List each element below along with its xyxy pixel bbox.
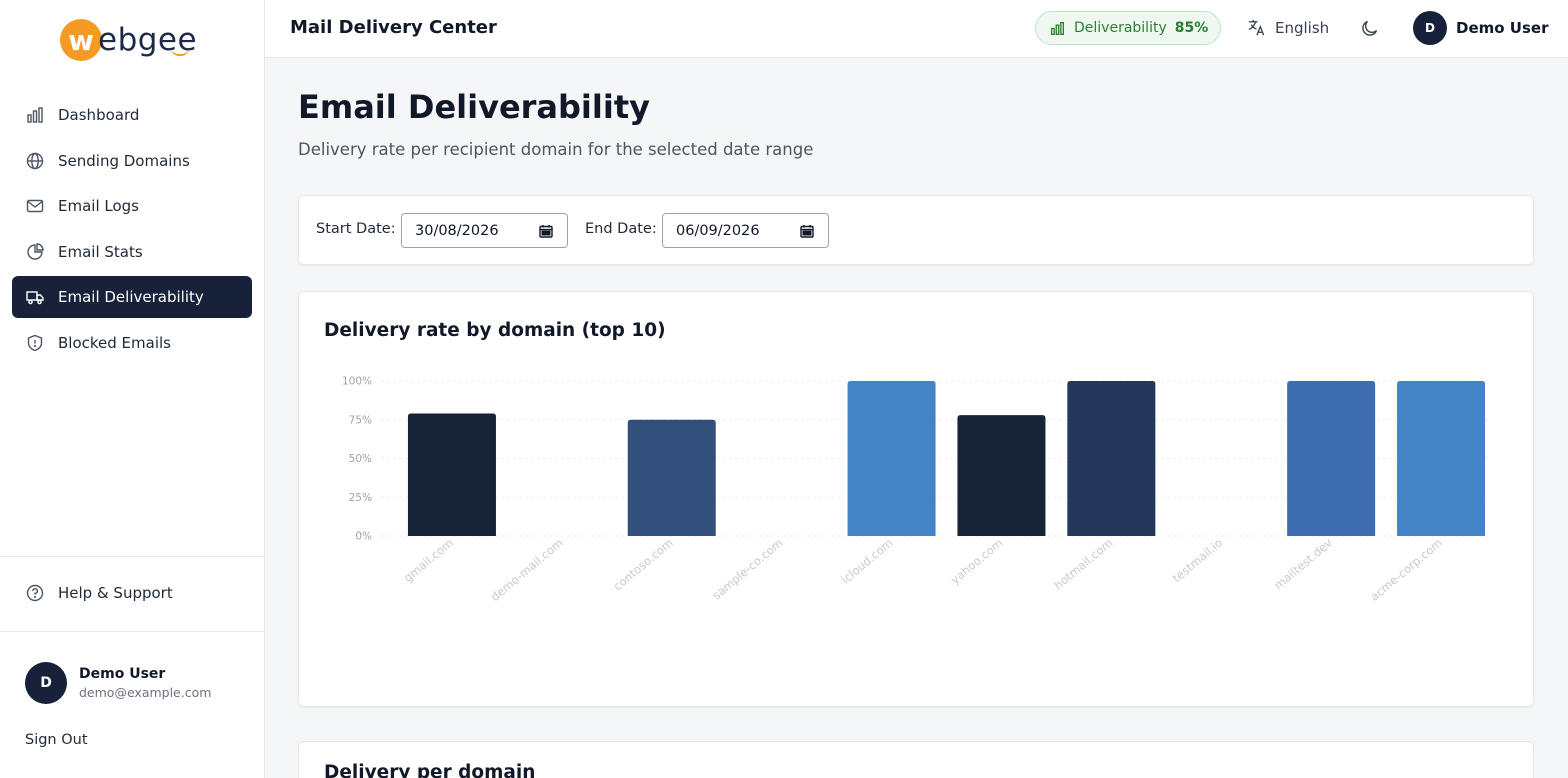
help-support-label: Help & Support [58, 584, 173, 602]
sidebar-item-sending-domains[interactable]: Sending Domains [12, 140, 252, 182]
sidebar-item-email-stats[interactable]: Email Stats [12, 231, 252, 273]
y-tick-label: 25% [349, 492, 372, 504]
deliverability-label: Deliverability [1074, 20, 1167, 36]
end-date-label: End Date: [585, 221, 657, 237]
help-support-link[interactable]: Help & Support [12, 572, 252, 614]
sidebar-item-label: Dashboard [58, 106, 140, 124]
y-tick-label: 75% [349, 414, 372, 426]
avatar: D [1413, 11, 1447, 45]
x-tick-label: contoso.com [611, 536, 676, 594]
sign-out-link[interactable]: Sign Out [25, 732, 88, 748]
header-user-menu[interactable]: D Demo User [1413, 11, 1548, 45]
sidebar-user: D Demo User demo@example.com [25, 662, 211, 704]
dark-mode-toggle[interactable] [1360, 18, 1380, 38]
logo-mark: w [60, 19, 102, 61]
moon-icon [1360, 18, 1380, 38]
x-tick-label: yahoo.com [948, 536, 1005, 587]
translate-icon [1247, 18, 1266, 37]
sidebar-item-blocked-emails[interactable]: Blocked Emails [12, 322, 252, 364]
sidebar-nav: Dashboard Sending Domains Email Logs Ema… [12, 94, 252, 368]
x-tick-label: acme-corp.com [1367, 536, 1444, 604]
sidebar-item-dashboard[interactable]: Dashboard [12, 94, 252, 136]
chart-title: Delivery rate by domain (top 10) [324, 320, 666, 341]
date-filter-card: Start Date: 30/08/2026 End Date: 06/09/2… [298, 195, 1534, 265]
shield-icon [26, 334, 44, 352]
user-email: demo@example.com [79, 685, 212, 700]
sidebar-item-email-logs[interactable]: Email Logs [12, 185, 252, 227]
chart-bar [1067, 381, 1156, 536]
pie-chart-icon [26, 243, 44, 261]
delivery-rate-bar-chart: 0% 25% 50% 75% 100% gmail.com demo-mail.com con… [342, 376, 1492, 604]
sidebar-item-label: Sending Domains [58, 151, 190, 170]
logo-text: ebgee [98, 22, 198, 58]
x-tick-label: demo-mail.com [488, 536, 566, 604]
chart-bar [1287, 381, 1376, 536]
calendar-icon[interactable] [539, 224, 553, 242]
delivery-per-domain-card: Delivery per domain [298, 741, 1534, 778]
x-tick-label: icloud.com [839, 536, 896, 587]
user-name: Demo User [79, 666, 166, 682]
globe-icon [26, 152, 44, 170]
mail-icon [26, 197, 44, 215]
bar-chart-icon [26, 106, 44, 124]
sidebar-item-label: Email Stats [58, 242, 143, 261]
delivery-rate-chart-card: Delivery rate by domain (top 10) 0% 25% 50… [298, 291, 1534, 707]
x-tick-label: mailtest.dev [1271, 535, 1335, 592]
page-subtitle: Delivery rate per recipient domain for t… [298, 140, 814, 159]
sidebar: w ebgee Dashboard Sending Domains Email … [0, 0, 265, 778]
sidebar-item-label: Blocked Emails [58, 333, 171, 352]
language-selector[interactable]: English [1247, 18, 1329, 37]
sidebar-divider [0, 556, 264, 557]
deliverability-badge[interactable]: Deliverability 85% [1035, 11, 1221, 45]
end-date-value: 06/09/2026 [676, 222, 760, 239]
end-date-input[interactable]: 06/09/2026 [662, 213, 829, 248]
chart-bar [627, 419, 716, 536]
avatar: D [25, 662, 67, 704]
y-tick-label: 100% [342, 376, 372, 388]
chart-bar [847, 381, 936, 536]
y-tick-label: 50% [349, 453, 372, 465]
start-date-value: 30/08/2026 [415, 222, 499, 239]
start-date-input[interactable]: 30/08/2026 [401, 213, 568, 248]
sidebar-item-email-deliverability[interactable]: Email Deliverability [12, 276, 252, 319]
calendar-icon[interactable] [800, 224, 814, 242]
language-label: English [1275, 18, 1330, 37]
section-title: Delivery per domain [324, 762, 536, 778]
sidebar-item-label: Email Deliverability [58, 288, 204, 307]
x-tick-label: gmail.com [401, 536, 456, 585]
webgee-logo[interactable]: w ebgee [60, 16, 197, 64]
help-circle-icon [26, 584, 44, 602]
app-title: Mail Delivery Center [290, 17, 497, 38]
header-user-name: Demo User [1456, 19, 1549, 37]
chart-bar [957, 415, 1046, 536]
top-header: Mail Delivery Center Deliverability 85% … [265, 0, 1568, 58]
x-tick-label: sample-co.com [710, 536, 786, 603]
sidebar-divider [0, 631, 264, 632]
y-tick-label: 0% [355, 531, 372, 543]
chart-bar [1397, 381, 1486, 536]
chart-bar [407, 413, 496, 536]
x-tick-label: hotmail.com [1051, 536, 1115, 593]
page-title: Email Deliverability [298, 88, 650, 126]
start-date-label: Start Date: [316, 221, 396, 237]
truck-icon [26, 288, 44, 306]
help-section: Help & Support [12, 572, 252, 618]
sidebar-item-label: Email Logs [58, 197, 139, 216]
x-tick-label: testmail.io [1170, 536, 1225, 586]
bar-chart-icon [1050, 21, 1065, 36]
deliverability-value: 85% [1174, 20, 1209, 36]
